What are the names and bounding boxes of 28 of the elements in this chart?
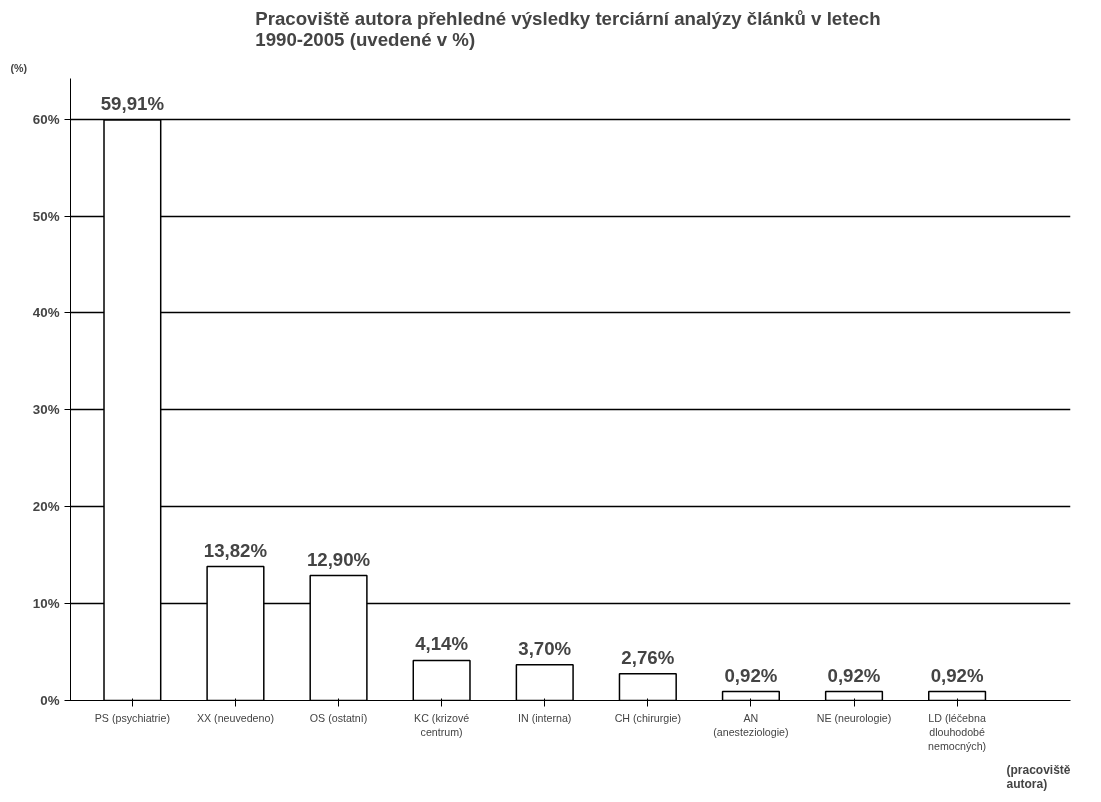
y-tick-label: 0%	[40, 693, 60, 708]
x-tick-label: CH (chirurgie)	[614, 711, 681, 724]
x-tick-label: KC (krizové centrum)	[414, 711, 470, 738]
x-tick-label: NE (neurologie)	[816, 711, 892, 724]
x-tick-label: XX (neuvedeno)	[196, 711, 274, 724]
data-label: 3,70%	[518, 637, 572, 659]
x-tick-label: AN (anesteziologie)	[713, 711, 789, 738]
y-tick-label: 50%	[32, 208, 60, 224]
x-axis-title: (pracoviště autora)	[1006, 762, 1071, 791]
x-tick-label: IN (interna)	[518, 711, 572, 724]
x-tick-label: LD (léčebna dlouhodobé nemocných)	[928, 711, 987, 753]
data-label: 13,82%	[203, 539, 268, 561]
y-tick-label: 60%	[32, 111, 60, 127]
data-label: 0,92%	[930, 664, 984, 686]
x-tick-label: OS (ostatní)	[309, 711, 368, 724]
y-tick-label: 10%	[32, 596, 60, 612]
x-tick-label: PS (psychiatrie)	[94, 711, 170, 724]
y-tick-label: 20%	[32, 499, 60, 515]
data-label: 0,92%	[724, 664, 778, 686]
data-label: 12,90%	[306, 548, 371, 570]
data-label: 4,14%	[415, 633, 469, 655]
data-label: 0,92%	[827, 664, 881, 686]
y-axis-title: (%)	[10, 61, 28, 74]
y-tick-label: 40%	[32, 305, 60, 321]
data-label: 2,76%	[621, 646, 675, 668]
y-tick-label: 30%	[32, 402, 60, 418]
data-label: 59,91%	[100, 93, 165, 115]
chart-title: Pracoviště autora přehledné výsledky terciární analýzy článků v letech 1990-2005 (uvedené v %)	[255, 7, 881, 50]
